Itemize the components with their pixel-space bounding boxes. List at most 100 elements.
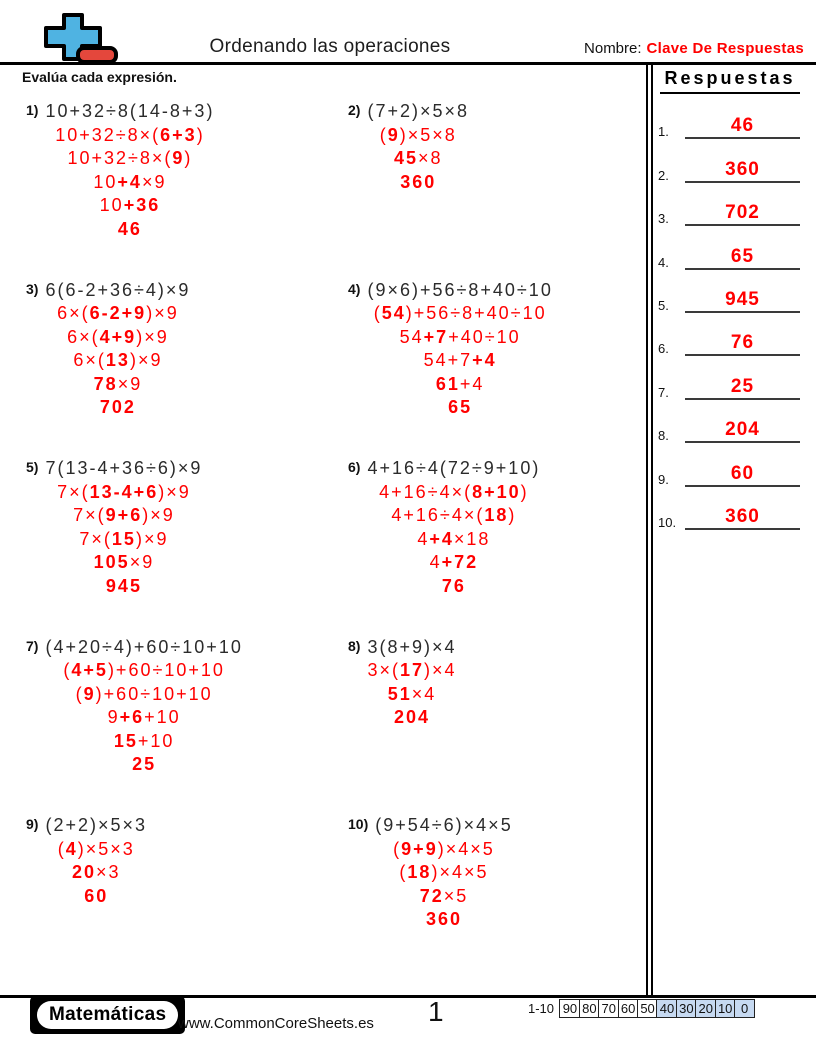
step-line: (4+5)+60÷10+10 <box>63 660 225 680</box>
problem-number: 6) <box>348 459 361 475</box>
step-line: (9)×5×8 <box>379 124 457 145</box>
score-range-label: 1-10 <box>528 1001 555 1016</box>
problem-3: 3) 6(6-2+36÷4)×9 6×(6-2+9)×9 6×(4+9)×9 6×(13… <box>0 279 322 458</box>
step-line: 6×(6-2+9)×9 <box>57 303 179 323</box>
expression-line: 3(8+9)×4 <box>367 636 457 657</box>
step-line: 72×5 <box>419 885 469 906</box>
answer-item: 7. 25 <box>656 356 804 400</box>
step-line: 6×(4+9)×9 <box>67 326 169 347</box>
expression-line: (2+2)×5×3 <box>45 815 148 835</box>
problem-4: 4) (9×6)+56÷8+40÷10 (54)+56÷8+40÷10 54+7+40… <box>322 279 648 458</box>
problem-1: 1) 10+32÷8(14-8+3) 10+32÷8×(6+3) 10+32÷8×(9… <box>0 100 322 279</box>
answer-value: 25 <box>685 376 800 400</box>
answer-value: 76 <box>685 332 800 357</box>
score-cell: 70 <box>598 999 620 1018</box>
problem-number: 8) <box>348 637 361 654</box>
score-cell: 0 <box>734 999 756 1018</box>
step-line: 25 <box>132 754 157 774</box>
expression-line: 4+16÷4(72÷9+10) <box>367 458 541 478</box>
step-line: 7×(13-4+6)×9 <box>57 481 191 502</box>
answer-number: 1. <box>658 124 669 140</box>
answer-item: 10. 360 <box>656 487 804 530</box>
expression-line: (4+20÷4)+60÷10+10 <box>45 636 243 657</box>
answer-item: 4. 65 <box>656 226 804 270</box>
step-line: 54+7+4 <box>423 350 497 370</box>
expression-line: 10+32÷8(14-8+3) <box>45 101 215 121</box>
answers-list: 1. 46 2. 360 3. 702 4. 65 5. 945 6. 76 7. 25 8. 204 9. 60… <box>656 96 804 530</box>
answer-value: 360 <box>685 159 800 183</box>
score-cell: 30 <box>675 999 697 1018</box>
problem-work: 3(8+9)×4 3×(17)×4 51×4 204 <box>367 636 456 730</box>
problem-7: 7) (4+20÷4)+60÷10+10 (4+5)+60÷10+10 (9)+60÷… <box>0 636 322 815</box>
step-line: 76 <box>441 575 466 596</box>
step-line: 4+4×18 <box>417 528 491 549</box>
step-line: (9)+60÷10+10 <box>75 683 213 704</box>
answer-number: 8. <box>658 428 669 444</box>
expression-line: (9+54÷6)×4×5 <box>375 815 513 835</box>
score-cell: 10 <box>714 999 736 1018</box>
page-title: Ordenando las operaciones <box>209 36 451 57</box>
step-line: 51×4 <box>387 683 437 704</box>
step-line: 15+10 <box>113 730 175 751</box>
answer-number: 2. <box>658 167 669 183</box>
answer-item: 5. 945 <box>656 270 804 313</box>
problem-number: 7) <box>26 637 39 654</box>
step-line: 3×(17)×4 <box>367 660 457 680</box>
step-line: 4+16÷4×(8+10) <box>379 481 529 502</box>
answer-item: 1. 46 <box>656 96 804 140</box>
problem-number: 3) <box>26 280 39 297</box>
answers-divider <box>646 62 653 997</box>
expression-line: 7(13-4+36÷6)×9 <box>45 458 203 478</box>
answer-value: 46 <box>685 115 800 140</box>
expression-line: (9×6)+56÷8+40÷10 <box>367 279 553 300</box>
step-line: 10+32÷8×(6+3) <box>55 124 205 145</box>
expression-line: 6(6-2+36÷4)×9 <box>45 279 191 300</box>
answer-number: 4. <box>658 254 669 270</box>
step-line: 9+6+10 <box>107 707 181 727</box>
problem-number: 5) <box>26 459 39 475</box>
problem-work: 10+32÷8(14-8+3) 10+32÷8×(6+3) 10+32÷8×(9) 1… <box>45 100 214 241</box>
step-line: (9+9)×4×5 <box>393 838 495 859</box>
step-line: 6×(13)×9 <box>73 350 163 370</box>
answer-value: 702 <box>685 202 800 227</box>
problem-9: 9) (2+2)×5×3 (4)×5×3 20×3 60 <box>0 814 322 993</box>
score-cell: 40 <box>656 999 678 1018</box>
problem-work: 6(6-2+36÷4)×9 6×(6-2+9)×9 6×(4+9)×9 6×(13)×… <box>45 279 190 420</box>
step-line: 10+36 <box>99 195 161 215</box>
step-line: 4+16÷4×(18) <box>391 505 517 525</box>
score-cell: 90 <box>559 999 581 1018</box>
step-line: 105×9 <box>93 552 155 572</box>
answers-title: Respuestas <box>660 68 800 94</box>
answer-number: 5. <box>658 297 669 313</box>
expression-line: (7+2)×5×8 <box>367 101 470 121</box>
step-line: 945 <box>105 575 142 596</box>
answer-value: 945 <box>685 289 800 313</box>
step-line: 10+4×9 <box>93 171 167 192</box>
problem-10: 10) (9+54÷6)×4×5 (9+9)×4×5 (18)×4×5 72×5 360 <box>322 814 648 993</box>
step-line: 7×(9+6)×9 <box>73 505 175 525</box>
answer-value: 65 <box>685 246 800 270</box>
answers-panel: Respuestas 1. 46 2. 360 3. 702 4. 65 5. 945 6. 76 7.… <box>656 68 804 530</box>
name-label: Nombre: <box>584 40 642 57</box>
step-line: 360 <box>425 909 462 929</box>
problem-work: (7+2)×5×8 (9)×5×8 45×8 360 <box>367 100 469 194</box>
answer-number: 9. <box>658 471 669 487</box>
step-line: 54+7+40÷10 <box>399 326 521 347</box>
instruction-text: Evalúa cada expresión. <box>22 69 177 85</box>
score-cell: 60 <box>617 999 639 1018</box>
score-strip: 1-10 90 80 70 60 50 40 30 20 10 0 <box>528 999 756 1018</box>
website-link: www.CommonCoreSheets.es <box>178 1015 374 1032</box>
score-cell: 50 <box>637 999 659 1018</box>
step-line: 61+4 <box>435 373 485 394</box>
score-cells: 90 80 70 60 50 40 30 20 10 0 <box>559 999 756 1018</box>
step-line: 60 <box>84 885 109 906</box>
step-line: (4)×5×3 <box>57 838 135 859</box>
answer-value: 204 <box>685 419 800 444</box>
step-line: 78×9 <box>93 373 143 394</box>
step-line: 204 <box>393 707 431 727</box>
answer-item: 6. 76 <box>656 313 804 357</box>
answer-value: 360 <box>685 506 800 530</box>
answer-number: 7. <box>658 384 669 400</box>
step-line: 10+32÷8×(9) <box>67 148 193 168</box>
page-number: 1 <box>428 996 444 1027</box>
